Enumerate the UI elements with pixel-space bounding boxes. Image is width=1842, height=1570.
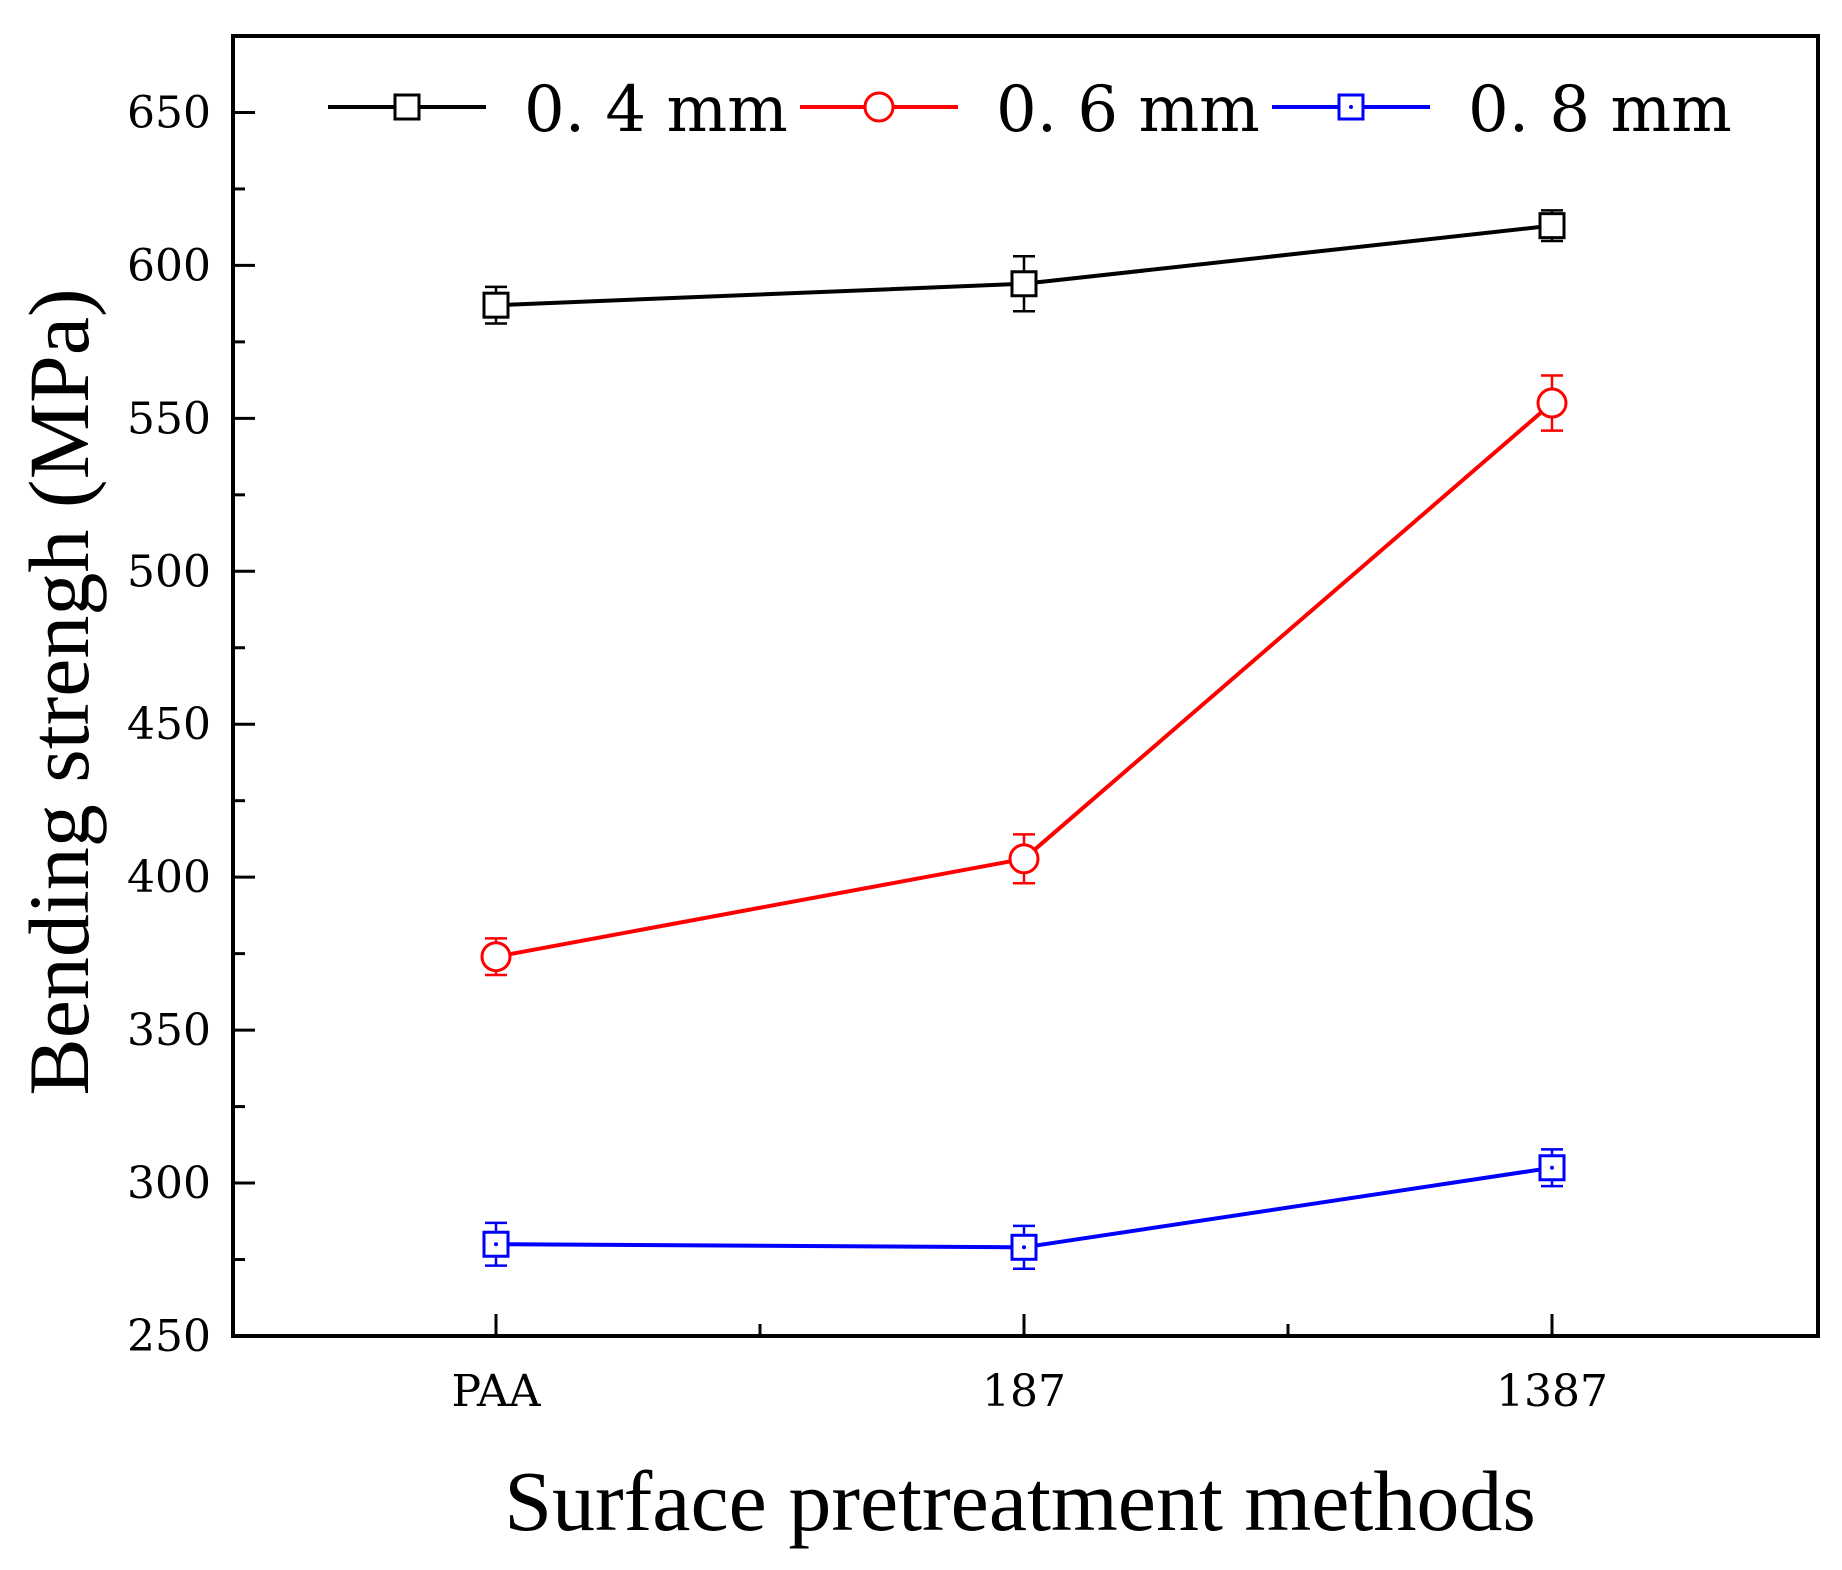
series-0_6-mm [480, 374, 1568, 977]
data-point-1387 [1538, 212, 1566, 240]
data-point-1387-dot [1550, 1165, 1554, 1170]
y-tick-label-650: 650 [127, 87, 211, 138]
data-point-PAA [482, 291, 510, 319]
data-point-1387 [1536, 387, 1568, 419]
y-tick-label-400: 400 [127, 852, 211, 903]
data-point-187 [1010, 270, 1038, 298]
x-axis-title: Surface pretreatment methods [504, 1453, 1536, 1549]
y-tick-label-600: 600 [127, 240, 211, 291]
x-tick-label-187: 187 [982, 1366, 1066, 1417]
legend-marker [1337, 93, 1365, 121]
legend: 0. 4 mm 0. 6 mm 0. 8 mm [328, 73, 1732, 147]
y-tick-label-250: 250 [127, 1311, 211, 1362]
series-layer [480, 209, 1568, 1270]
data-point-187 [1008, 843, 1040, 875]
y-tick-label-350: 350 [127, 1005, 211, 1056]
y-axis-title: Bending strengh (MPa) [11, 288, 107, 1095]
y-tick-label-450: 450 [127, 699, 211, 750]
legend-label: 0. 4 mm [524, 73, 788, 147]
legend-marker [393, 93, 421, 121]
series-0_8-mm [482, 1148, 1566, 1270]
series-0_4-mm [482, 209, 1566, 325]
legend-marker [863, 91, 895, 123]
legend-label: 0. 6 mm [996, 73, 1260, 147]
data-point-1387 [1538, 1154, 1566, 1182]
legend-entry-1: 0. 4 mm [328, 73, 788, 147]
data-point-PAA-dot [494, 1242, 498, 1247]
x-tick-label-PAA: PAA [451, 1366, 541, 1417]
legend-entry-2: 0. 6 mm [800, 73, 1260, 147]
data-point-PAA [480, 941, 512, 973]
plot-frame [231, 34, 1820, 1338]
data-point-187-dot [1022, 1245, 1026, 1250]
axes-layer: 250 300 350 400 450 500 550 600 650 PAA 187 1387 [127, 34, 1820, 1417]
y-tick-label-500: 500 [127, 546, 211, 597]
y-tick-label-550: 550 [127, 393, 211, 444]
y-tick-label-300: 300 [127, 1158, 211, 1209]
legend-label: 0. 8 mm [1468, 73, 1732, 147]
x-tick-label-1387: 1387 [1496, 1366, 1608, 1417]
legend-entry-3: 0. 8 mm [1272, 73, 1732, 147]
data-point-187 [1010, 1233, 1038, 1261]
legend-marker-dot [1349, 105, 1353, 109]
